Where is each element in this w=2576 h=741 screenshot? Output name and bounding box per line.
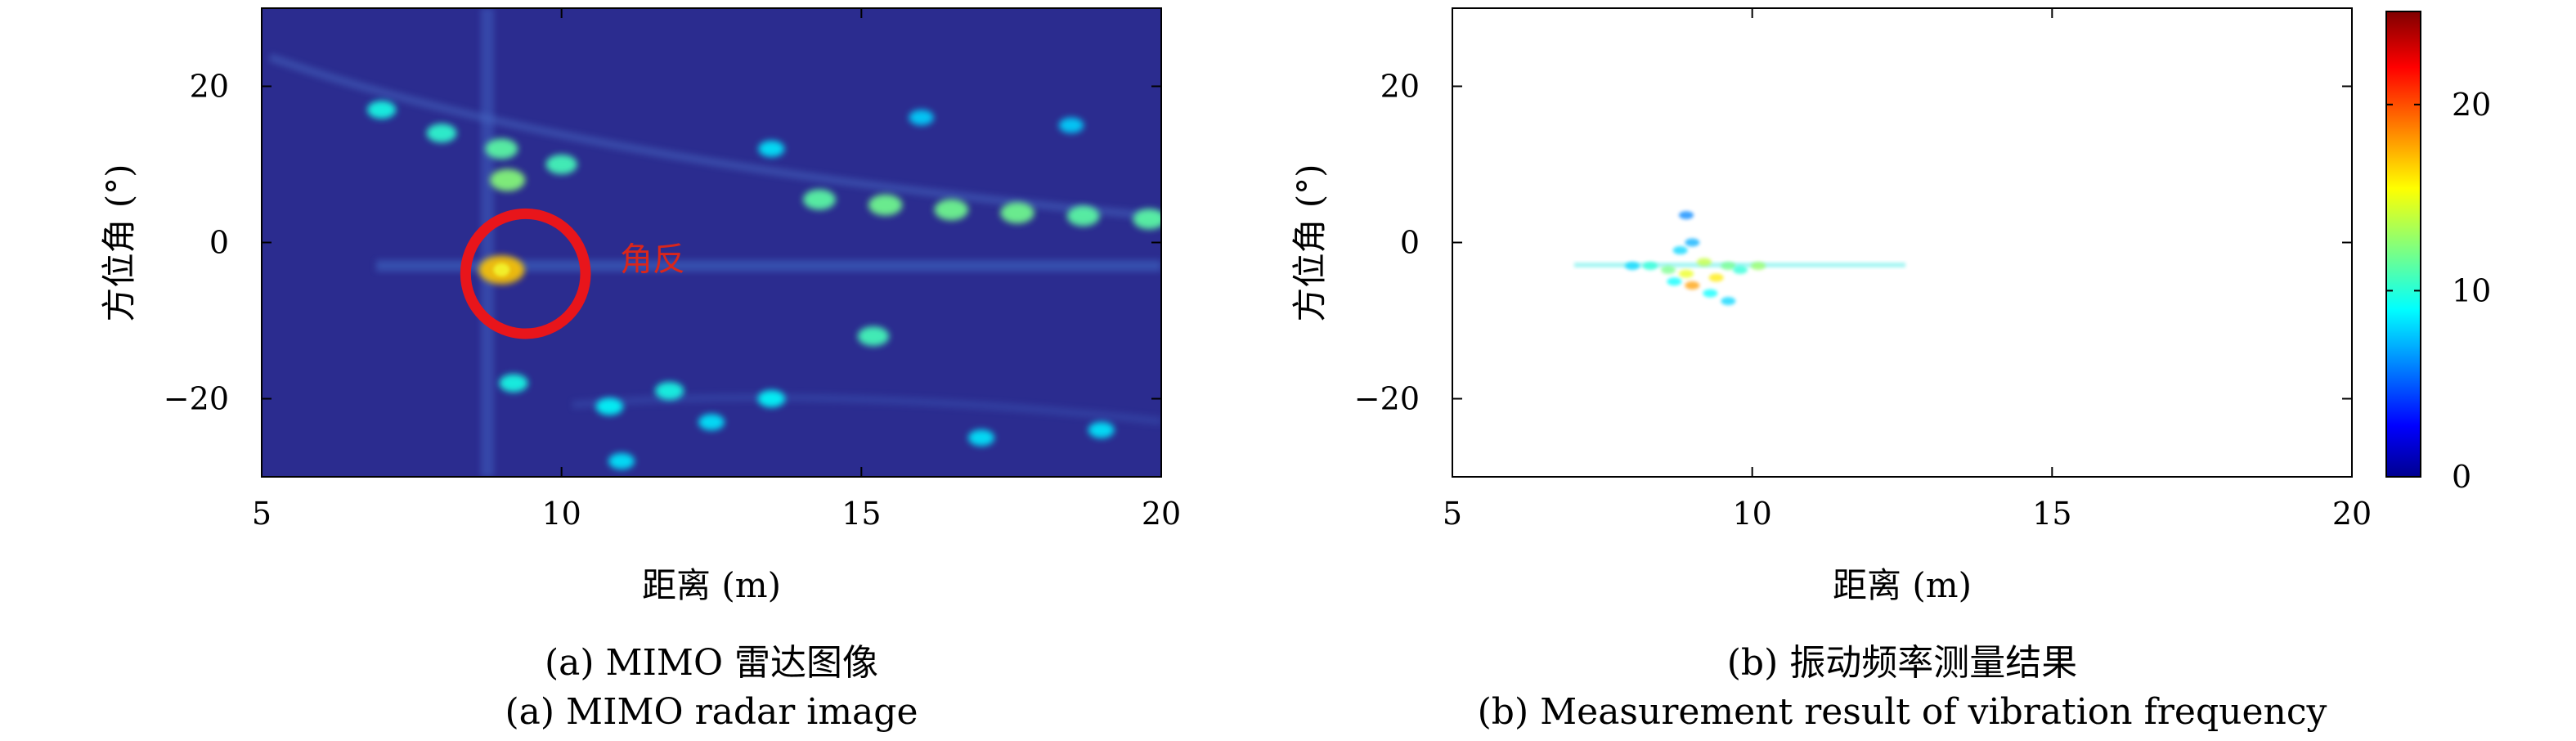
y-tick-label: 20 [190, 69, 229, 105]
vibration-point [1667, 277, 1682, 286]
caption-a-en: (a) MIMO radar image [505, 691, 918, 733]
heatmap-a-streaks [268, 8, 1161, 477]
vibration-point [1708, 273, 1724, 282]
x-tick-label: 15 [841, 496, 881, 532]
heatmap-point [1058, 117, 1084, 133]
vibration-point [1697, 258, 1712, 267]
x-axis-label-a: 距离 (m) [642, 565, 781, 605]
colorbar-tick-label: 10 [2452, 272, 2491, 308]
x-tick-label: 5 [1443, 496, 1462, 532]
x-axis-label-b: 距离 (m) [1833, 565, 1972, 605]
heatmap-point [909, 110, 934, 126]
heatmap-point [490, 168, 526, 191]
panel-a: 角反 5 10 15 20 20 0 −20 距离 (m) 方位角 (°) (a) MIM… [99, 7, 1181, 733]
heatmap-b-streaks [1574, 263, 1905, 267]
heatmap-point [655, 381, 684, 400]
corner-reflector-label: 角反 [620, 241, 685, 279]
vibration-point [1685, 238, 1700, 247]
y-tick-label: −20 [1354, 381, 1420, 417]
caption-a-cn: (a) MIMO 雷达图像 [545, 642, 878, 684]
vibration-point [1679, 211, 1694, 220]
vibration-point [1703, 289, 1718, 298]
x-axis-b: 5 10 15 20 [1443, 8, 2372, 532]
vibration-point [1733, 265, 1748, 274]
vibration-point [1672, 246, 1688, 255]
colorbar-tick-label: 0 [2452, 459, 2471, 495]
heatmap-point [1088, 421, 1115, 438]
heatmap-point [485, 138, 518, 159]
heatmap-point [545, 155, 577, 174]
vibration-point [1661, 265, 1676, 274]
vibration-point [1679, 269, 1694, 278]
heatmap-point [758, 140, 785, 157]
vibration-point [1625, 262, 1640, 271]
x-axis-a: 5 10 15 20 [252, 8, 1181, 532]
corner-reflector-annotation: 角反 [460, 208, 685, 339]
vibration-point [1643, 262, 1658, 271]
heatmap-a-points [367, 101, 1161, 469]
heatmap-point [608, 452, 635, 469]
heatmap-point [698, 414, 725, 431]
x-tick-label: 20 [2332, 496, 2372, 532]
caption-b-en: (b) Measurement result of vibration freq… [1478, 691, 2327, 733]
y-axis-label-a: 方位角 (°) [99, 164, 139, 321]
y-tick-label: 20 [1380, 69, 1420, 105]
heatmap-point [1133, 209, 1161, 230]
heatmap-point [934, 199, 969, 221]
vibration-point [1721, 297, 1736, 306]
y-axis-b: 20 0 −20 [1354, 69, 2352, 417]
colorbar [2385, 11, 2421, 478]
caption-b-cn: (b) 振动频率测量结果 [1727, 642, 2077, 684]
x-tick-label: 10 [1732, 496, 1771, 532]
x-tick-label: 10 [541, 496, 581, 532]
heatmap-b-background [1452, 8, 2352, 477]
corner-reflector-circle [460, 208, 591, 339]
y-tick-label: −20 [164, 381, 229, 417]
panel-b: 5 10 15 20 20 0 −20 距离 (m) 方位角 (°) (b) 振动频率测量… [1290, 7, 2491, 733]
heatmap-point [367, 101, 397, 119]
vibration-point [1685, 281, 1700, 290]
heatmap-b-points [1625, 211, 1766, 306]
y-tick-label: 0 [209, 225, 229, 261]
heatmap-point [857, 326, 890, 347]
vibration-point [1721, 262, 1736, 271]
heatmap-point [426, 124, 457, 143]
heatmap-point [1066, 205, 1100, 227]
heatmap-point [595, 397, 624, 415]
y-axis-label-b: 方位角 (°) [1290, 164, 1330, 321]
x-tick-label: 15 [2032, 496, 2071, 532]
colorbar-ticks: 20 10 0 [2386, 87, 2491, 495]
x-tick-label: 20 [1142, 496, 1181, 532]
heatmap-point [757, 390, 786, 407]
y-axis-a: 20 0 −20 [164, 69, 1161, 417]
heatmap-point [499, 374, 528, 393]
x-tick-label: 5 [252, 496, 272, 532]
vibration-point [1751, 262, 1766, 271]
heatmap-point [1000, 202, 1034, 224]
colorbar-tick-label: 20 [2452, 87, 2491, 123]
y-tick-label: 0 [1400, 225, 1420, 261]
heatmap-peak [493, 263, 510, 276]
heatmap-point [803, 189, 836, 210]
heatmap-point [968, 429, 994, 447]
heatmap-point [868, 194, 903, 216]
